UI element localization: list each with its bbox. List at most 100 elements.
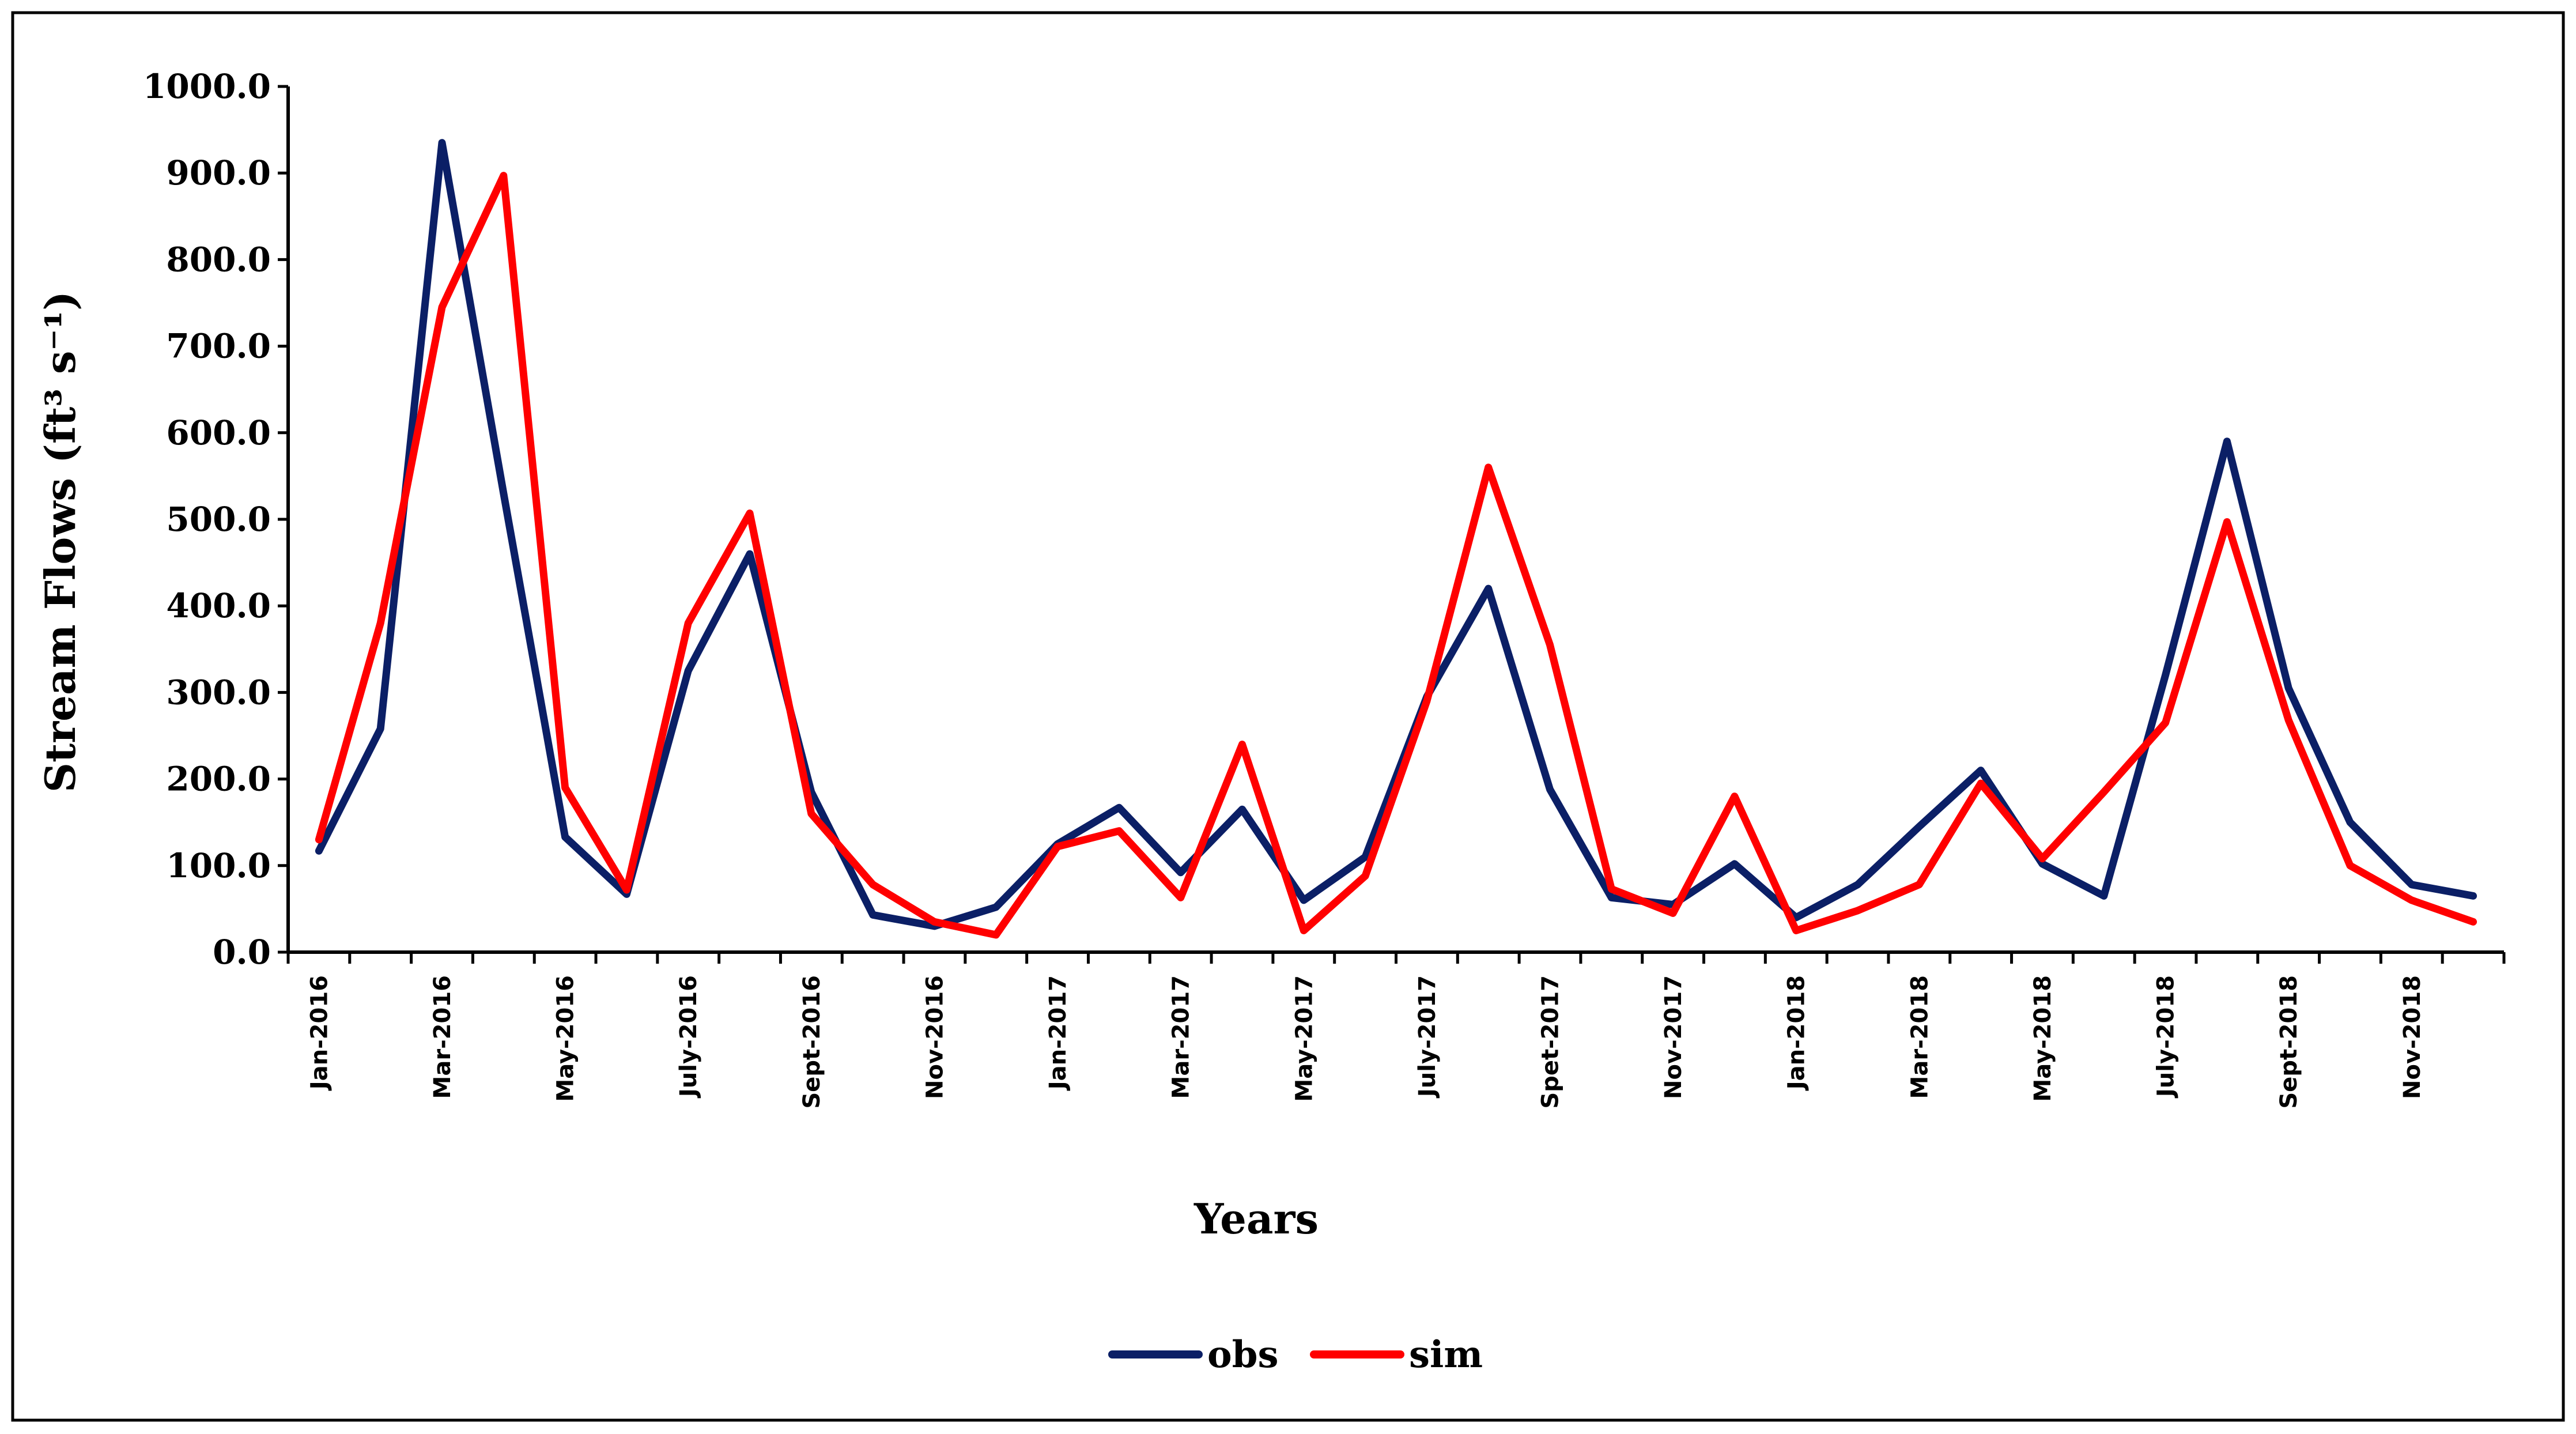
data-point-obs xyxy=(1977,767,1985,774)
y-tick-label: 700.0 xyxy=(166,327,271,366)
data-point-obs xyxy=(315,847,323,855)
data-point-sim xyxy=(500,172,507,179)
series-line-sim xyxy=(315,172,2477,939)
x-tick-label: Mar-2018 xyxy=(1906,975,1933,1099)
legend-label-obs: obs xyxy=(1207,1333,1278,1376)
data-point-sim xyxy=(992,931,1000,938)
data-point-obs xyxy=(2100,892,2107,900)
data-point-obs xyxy=(1546,786,1554,793)
data-point-obs xyxy=(869,911,877,919)
data-point-sim xyxy=(1238,741,1246,748)
data-point-obs xyxy=(2162,671,2169,679)
data-point-obs xyxy=(2223,437,2231,445)
data-point-obs xyxy=(746,550,753,558)
y-tick-label: 100.0 xyxy=(166,846,271,885)
data-point-obs xyxy=(1177,869,1184,876)
y-tick-label: 0.0 xyxy=(213,933,271,972)
x-tick-label: May-2018 xyxy=(2030,975,2056,1102)
data-point-sim xyxy=(1177,894,1184,901)
data-point-sim xyxy=(2469,918,2477,926)
data-point-obs xyxy=(2285,684,2292,692)
data-point-sim xyxy=(561,784,569,791)
data-point-sim xyxy=(2223,518,2231,526)
y-axis-title: Stream Flows (ft³ s⁻¹) xyxy=(36,291,85,793)
data-point-sim xyxy=(869,881,877,888)
data-point-obs xyxy=(992,903,1000,911)
x-tick-label: Sept-2018 xyxy=(2276,975,2302,1109)
x-tick-label: Spet-2017 xyxy=(1538,975,1564,1109)
x-tick-label: Mar-2016 xyxy=(429,975,456,1099)
data-point-sim xyxy=(1054,843,1062,850)
y-tick-label: 800.0 xyxy=(166,240,271,279)
data-point-obs xyxy=(1485,585,1492,593)
data-point-obs xyxy=(439,139,445,146)
x-tick-label: Jan-2017 xyxy=(1045,975,1071,1091)
x-tick-label: Sept-2016 xyxy=(799,975,825,1109)
data-point-sim xyxy=(377,620,384,627)
data-point-obs xyxy=(500,489,507,497)
data-point-sim xyxy=(2347,862,2354,869)
y-tick-label: 200.0 xyxy=(166,760,271,799)
y-axis: 0.0 100.0 200.0 300.0 400.0 500.0 600.0 700.0 80… xyxy=(143,67,290,972)
data-point-sim xyxy=(2285,716,2292,724)
data-point-obs xyxy=(2039,860,2046,867)
data-point-obs xyxy=(1731,860,1738,867)
x-tick-label: Nov-2016 xyxy=(921,975,948,1099)
data-point-obs xyxy=(561,833,569,841)
data-point-sim xyxy=(1115,827,1123,835)
data-point-sim xyxy=(1854,907,1861,914)
x-tick-label: May-2016 xyxy=(553,975,579,1102)
data-point-obs xyxy=(1115,804,1123,812)
x-tick-label: Jan-2016 xyxy=(306,975,333,1091)
data-point-sim xyxy=(1977,780,1985,787)
y-tick-label: 600.0 xyxy=(166,413,271,452)
data-point-obs xyxy=(2408,881,2415,888)
legend: obs sim xyxy=(1108,1333,1483,1376)
data-point-obs xyxy=(2469,892,2477,900)
data-point-sim xyxy=(1731,793,1738,800)
series-layer xyxy=(315,139,2477,939)
chart-frame xyxy=(11,11,2565,1422)
data-point-sim xyxy=(1546,641,1554,648)
y-tick-label: 400.0 xyxy=(166,586,271,625)
y-tick-label: 300.0 xyxy=(166,673,271,712)
data-point-sim xyxy=(1670,910,1677,917)
series-line-obs xyxy=(315,139,2477,930)
data-point-obs xyxy=(2347,818,2354,826)
x-tick-label: July-2017 xyxy=(1414,975,1441,1099)
data-point-sim xyxy=(1423,697,1430,705)
data-point-obs xyxy=(1238,806,1246,813)
data-point-sim xyxy=(807,810,815,817)
data-point-sim xyxy=(1485,463,1492,471)
data-point-sim xyxy=(1916,881,1923,888)
data-point-sim xyxy=(2408,896,2415,904)
data-point-sim xyxy=(1792,927,1800,934)
data-point-sim xyxy=(2162,719,2169,726)
y-tick-label: 900.0 xyxy=(166,153,271,193)
data-point-sim xyxy=(439,304,445,311)
data-point-obs xyxy=(1362,853,1369,861)
data-point-sim xyxy=(315,836,323,843)
data-point-obs xyxy=(1854,881,1861,888)
x-tick-label: May-2017 xyxy=(1291,975,1317,1102)
legend-label-sim: sim xyxy=(1409,1333,1483,1376)
x-axis: Jan-2016 Mar-2016 May-2016 July-2016 Sept-20… xyxy=(286,950,2506,1109)
data-point-obs xyxy=(377,725,384,733)
data-point-sim xyxy=(2100,788,2107,796)
x-tick-label: Nov-2018 xyxy=(2399,975,2426,1099)
data-point-obs xyxy=(1608,894,1615,901)
data-point-sim xyxy=(1608,885,1615,893)
data-point-sim xyxy=(1300,927,1308,934)
x-tick-label: Jan-2018 xyxy=(1784,975,1810,1091)
y-tick-label: 500.0 xyxy=(166,500,271,539)
data-point-sim xyxy=(2039,855,2046,862)
x-tick-label: July-2018 xyxy=(2153,975,2180,1099)
data-point-sim xyxy=(746,510,753,517)
data-point-obs xyxy=(1916,823,1923,831)
data-point-obs xyxy=(1300,896,1308,904)
x-tick-label: Nov-2017 xyxy=(1660,975,1687,1099)
data-point-obs xyxy=(685,667,692,674)
x-axis-title: Years xyxy=(1193,1194,1319,1243)
data-point-sim xyxy=(685,620,692,627)
